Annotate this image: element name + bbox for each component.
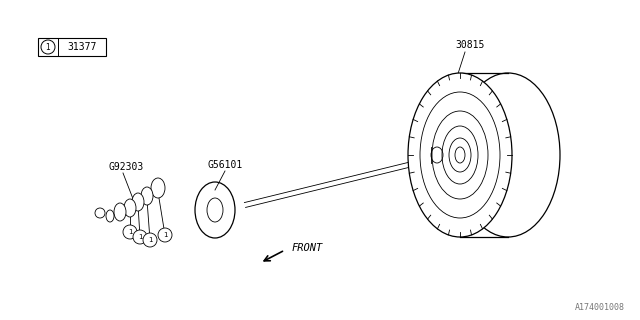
Ellipse shape bbox=[151, 178, 165, 198]
Circle shape bbox=[123, 225, 137, 239]
Ellipse shape bbox=[141, 187, 153, 205]
Text: 1: 1 bbox=[148, 237, 152, 243]
Circle shape bbox=[143, 233, 157, 247]
Ellipse shape bbox=[132, 193, 144, 211]
Circle shape bbox=[158, 228, 172, 242]
Text: 1: 1 bbox=[45, 43, 51, 52]
Text: A174001008: A174001008 bbox=[575, 303, 625, 312]
Text: 30815: 30815 bbox=[455, 40, 484, 50]
Circle shape bbox=[41, 40, 55, 54]
FancyBboxPatch shape bbox=[38, 38, 106, 56]
Text: G56101: G56101 bbox=[207, 160, 243, 170]
Ellipse shape bbox=[124, 199, 136, 217]
Text: 1: 1 bbox=[138, 234, 142, 240]
Text: FRONT: FRONT bbox=[292, 243, 323, 253]
Text: 1: 1 bbox=[163, 232, 167, 238]
Ellipse shape bbox=[114, 203, 126, 221]
Text: G92303: G92303 bbox=[108, 162, 143, 172]
Ellipse shape bbox=[456, 73, 560, 237]
Text: 1: 1 bbox=[128, 229, 132, 235]
Ellipse shape bbox=[106, 210, 114, 222]
Ellipse shape bbox=[455, 147, 465, 163]
Ellipse shape bbox=[408, 73, 512, 237]
Text: 31377: 31377 bbox=[67, 42, 97, 52]
Circle shape bbox=[133, 230, 147, 244]
